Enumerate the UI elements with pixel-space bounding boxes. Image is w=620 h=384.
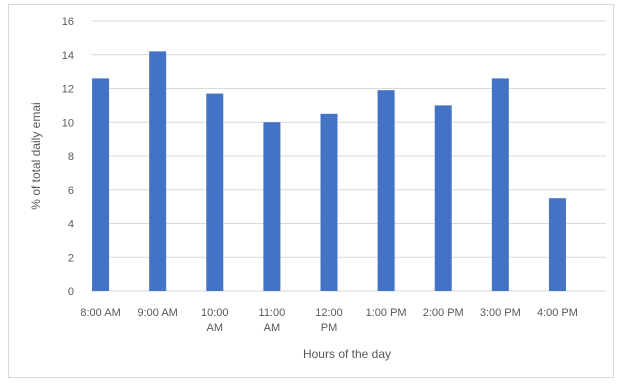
x-tick-label: 8:00 AM [80,307,120,319]
bar-7 [491,78,509,291]
bar-8 [548,198,566,291]
x-tick-label: 2:00 PM [423,307,464,319]
x-tick-label: 3:00 PM [480,307,521,319]
x-tick-label-line: 3:00 PM [480,307,521,319]
y-tick-label: 12 [62,84,74,96]
y-tick-label: 0 [68,286,74,298]
bar-0 [92,78,110,291]
x-tick-label-line: 12:00 [315,307,343,319]
x-tick-label-line: 11:00 [259,307,286,319]
bar-1 [149,51,167,291]
y-tick-label: 16 [62,16,74,28]
y-axis-ticks: 0 2 4 6 8 10 12 14 16 [62,16,74,298]
x-tick-label-line: 10:00 [201,307,229,319]
x-tick-label-line: AM [264,322,281,334]
bar-4 [320,113,338,291]
x-tick-label: 1:00 PM [366,307,407,319]
bar-2 [206,93,224,291]
x-tick-label-line: AM [207,322,224,334]
x-tick-label-line: PM [321,322,338,334]
x-axis-title: Hours of the day [303,347,391,361]
x-tick-label-line: 9:00 AM [137,307,177,319]
x-tick-label-line: 4:00 PM [537,307,578,319]
x-tick-label: 11:00 AM [259,307,286,334]
x-tick-label: 4:00 PM [537,307,578,319]
y-tick-label: 6 [68,185,74,197]
x-tick-label: 12:00 PM [315,307,343,334]
x-tick-label: 10:00 AM [201,307,229,334]
y-tick-label: 14 [62,50,74,62]
y-tick-label: 4 [68,219,74,231]
y-tick-label: 2 [68,252,74,264]
bar-3 [263,122,281,291]
x-tick-label-line: 2:00 PM [423,307,464,319]
y-tick-label: 8 [68,151,74,163]
gridlines [92,20,606,292]
x-tick-label: 9:00 AM [137,307,177,319]
y-tick-label: 10 [62,117,74,129]
bars [92,51,566,291]
y-axis-title: % of total daily emai [29,102,43,209]
x-tick-label-line: 8:00 AM [80,307,120,319]
x-tick-label-line: 1:00 PM [366,307,407,319]
bar-5 [377,90,395,291]
bar-6 [434,105,452,291]
x-axis-ticks: 8:00 AM 9:00 AM 10:00 AM 11:00 AM 12:00 PM 1:00 … [80,307,578,334]
